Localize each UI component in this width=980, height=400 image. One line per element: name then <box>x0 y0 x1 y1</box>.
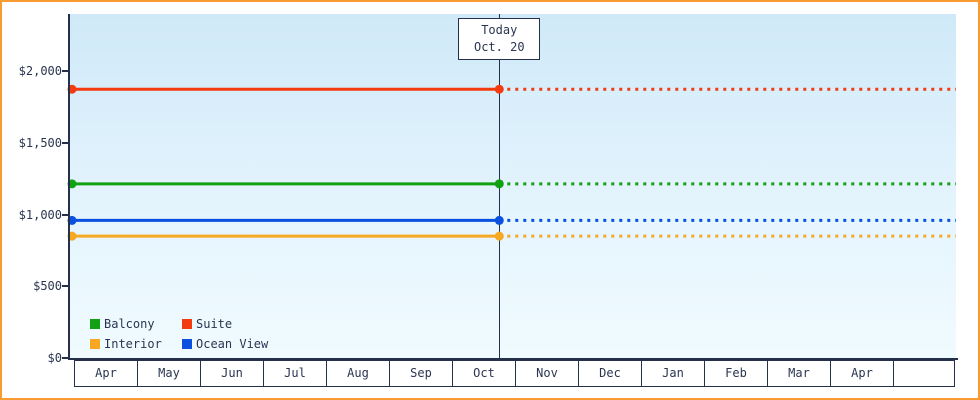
month-cell-nov: Nov <box>515 360 579 387</box>
month-cell-jun: Jun <box>200 360 264 387</box>
y-tick-label: $0 <box>47 351 62 365</box>
legend: Balcony Suite Interior Ocean View <box>90 314 268 353</box>
month-cell-apr: Apr <box>74 360 138 387</box>
price-series-lines <box>67 84 956 241</box>
legend-item-balcony[interactable]: Balcony <box>90 314 182 333</box>
x-axis-month-labels: Apr May Jun Jul Aug Sep Oct Nov Dec Jan Feb Mar Apr <box>74 360 955 387</box>
today-label-line1: Today <box>481 23 518 37</box>
y-tick-label: $2,000 <box>18 64 62 79</box>
month-cell-empty <box>893 360 955 387</box>
today-label-box: Today Oct. 20 <box>458 18 541 60</box>
legend-swatch <box>182 318 192 329</box>
y-tick-mark <box>62 213 69 216</box>
month-cell-apr: Apr <box>830 360 894 387</box>
month-cell-dec: Dec <box>578 360 642 387</box>
month-cell-jan: Jan <box>641 360 705 387</box>
legend-label: Balcony <box>104 316 155 331</box>
legend-swatch <box>90 338 100 349</box>
legend-item-ocean-view[interactable]: Ocean View <box>182 334 268 353</box>
month-cell-jul: Jul <box>263 360 327 387</box>
legend-swatch <box>90 318 100 329</box>
y-tick-mark <box>62 142 69 144</box>
legend-label: Interior <box>104 336 162 351</box>
y-tick-mark <box>62 285 69 288</box>
y-axis-line <box>68 14 70 360</box>
month-cell-aug: Aug <box>326 360 390 387</box>
plot-area <box>70 14 956 358</box>
y-tick-label: $1,500 <box>18 136 62 150</box>
month-cell-mar: Mar <box>767 360 831 387</box>
month-cell-sep: Sep <box>389 360 453 387</box>
y-tick-label: $500 <box>33 279 62 294</box>
month-cell-may: May <box>137 360 201 387</box>
y-tick-label: $1,000 <box>18 207 62 222</box>
legend-label: Suite <box>196 316 233 331</box>
month-cell-oct: Oct <box>452 360 516 387</box>
y-tick-mark <box>62 357 69 359</box>
legend-swatch <box>182 338 192 349</box>
month-cell-feb: Feb <box>704 360 768 387</box>
x-axis-line <box>68 358 958 360</box>
y-tick-mark <box>62 70 69 73</box>
legend-label: Ocean View <box>196 336 269 351</box>
today-label-line2: Oct. 20 <box>473 40 525 54</box>
legend-item-interior[interactable]: Interior <box>90 334 182 353</box>
legend-item-suite[interactable]: Suite <box>182 314 268 333</box>
